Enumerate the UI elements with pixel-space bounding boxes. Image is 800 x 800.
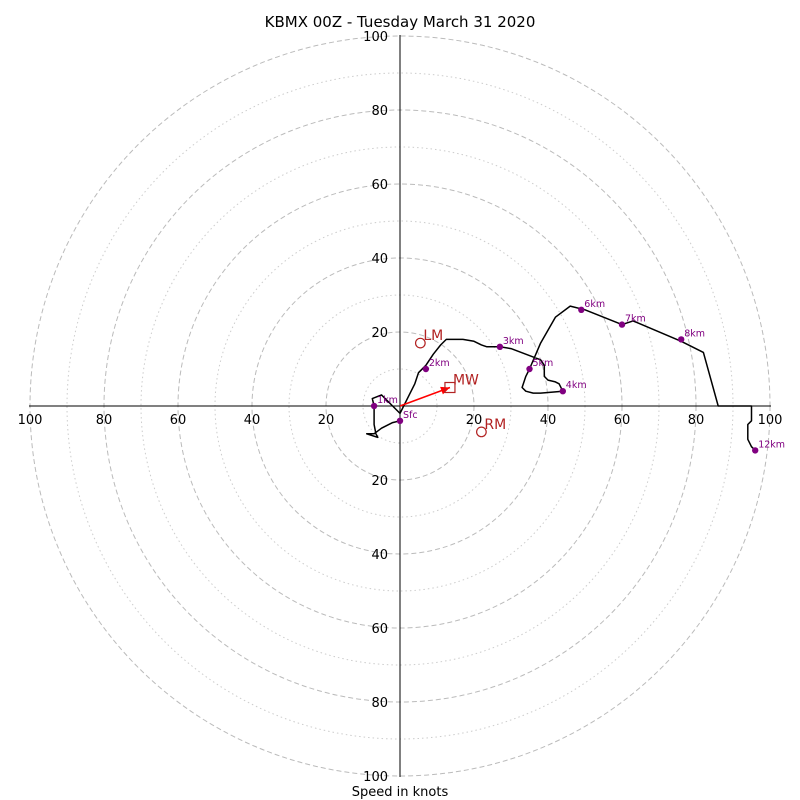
- height-point: [496, 343, 504, 350]
- y-tick-label: 100: [363, 770, 388, 785]
- storm-motion-marker: [414, 337, 426, 349]
- hodograph-trace: [365, 305, 756, 451]
- height-label: Sfc: [403, 410, 418, 421]
- y-tick-label: 20: [371, 326, 388, 341]
- height-point: [526, 365, 533, 373]
- height-label: 2km: [429, 358, 450, 369]
- x-tick-label: 60: [170, 413, 187, 428]
- y-tick-label: 40: [371, 548, 388, 563]
- hodograph-trace-group: [365, 305, 756, 451]
- x-tick-label: 40: [244, 413, 261, 428]
- height-point: [678, 336, 685, 343]
- x-tick-label: 20: [318, 413, 335, 428]
- storm-motion-label: LM: [423, 328, 443, 344]
- y-tick-label: 80: [371, 104, 388, 119]
- x-tick-label: 100: [18, 413, 43, 428]
- height-label: 7km: [625, 314, 646, 325]
- height-label: 12km: [758, 439, 785, 450]
- storm-motion-markers: LM MW RM: [399, 328, 506, 438]
- x-tick-label: 20: [466, 413, 483, 428]
- height-label: 8km: [684, 328, 705, 339]
- y-tick-label: 60: [371, 622, 388, 637]
- x-tick-label: 80: [96, 413, 113, 428]
- height-points: 1km Sfc 2km 3km 4km 5km 6km 7km 8km 12km: [370, 299, 785, 454]
- storm-motion-label: RM: [484, 417, 506, 433]
- tick-labels: 100 80 60 40 20 20 40 60 80 100 100 80 60 40 20 20 40 60 8…: [18, 30, 783, 785]
- x-tick-label: 40: [540, 413, 557, 428]
- height-point: [370, 402, 378, 410]
- storm-motion-marker: [476, 426, 487, 438]
- height-label: 1km: [377, 395, 398, 406]
- height-point: [559, 388, 566, 395]
- height-point: [578, 306, 585, 313]
- storm-motion-marker: [444, 381, 456, 394]
- y-tick-label: 100: [363, 30, 388, 45]
- height-label: 5km: [533, 358, 554, 369]
- height-point: [422, 365, 430, 373]
- chart-title: KBMX 00Z - Tuesday March 31 2020: [265, 13, 536, 31]
- y-tick-label: 40: [371, 252, 388, 267]
- height-label: 6km: [584, 299, 605, 310]
- height-label: 4km: [566, 380, 587, 391]
- y-tick-label: 20: [371, 474, 388, 489]
- x-tick-label: 80: [688, 413, 705, 428]
- x-tick-label: 100: [758, 413, 783, 428]
- height-point: [396, 417, 404, 424]
- y-tick-label: 80: [371, 696, 388, 711]
- storm-motion-label: MW: [453, 373, 479, 389]
- height-point: [752, 447, 759, 454]
- height-point: [618, 321, 626, 328]
- x-tick-label: 60: [614, 413, 631, 428]
- y-tick-label: 60: [371, 178, 388, 193]
- x-axis-label: Speed in knots: [352, 785, 449, 800]
- height-label: 3km: [503, 336, 524, 347]
